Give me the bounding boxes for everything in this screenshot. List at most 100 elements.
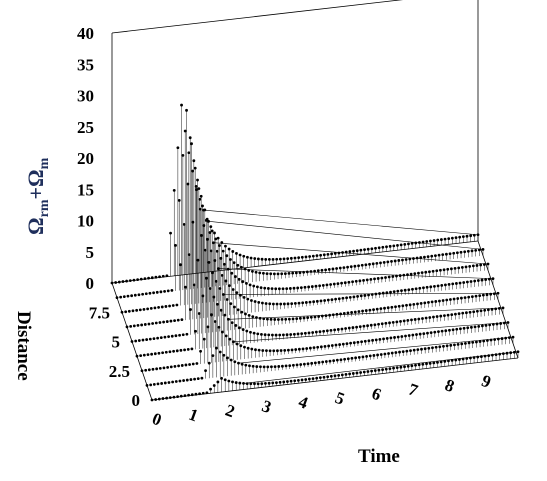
stem-marker: [320, 314, 324, 318]
stem-marker: [432, 361, 436, 365]
stem-marker: [429, 239, 432, 243]
stem-marker: [405, 349, 409, 353]
stem-marker: [223, 378, 227, 382]
stem-marker: [345, 342, 349, 346]
stem-marker: [388, 321, 391, 325]
stem-marker: [462, 326, 466, 330]
stem-marker: [120, 310, 124, 314]
z-tick-label: 5: [86, 243, 95, 262]
stem-marker: [465, 234, 469, 238]
stem-marker: [211, 354, 215, 357]
stem-marker: [463, 296, 467, 299]
stem-marker: [380, 322, 384, 326]
stem-marker: [484, 278, 488, 281]
stem-marker: [407, 288, 411, 292]
stem-marker: [262, 271, 265, 275]
stem-marker: [285, 333, 289, 337]
stem-marker: [414, 241, 418, 245]
stem-marker: [377, 246, 381, 250]
stem-marker: [136, 278, 140, 282]
stem-marker: [155, 290, 159, 294]
stem-marker: [271, 333, 274, 337]
stem-marker: [179, 263, 182, 267]
stem-marker: [397, 259, 401, 262]
y-tick-label: 0: [132, 391, 141, 410]
stem-marker: [480, 355, 483, 358]
stem-marker: [385, 245, 388, 249]
stem-marker: [324, 268, 328, 272]
x-tick-label: 3: [259, 396, 273, 417]
stem-marker: [469, 280, 473, 283]
stem-marker: [407, 334, 411, 337]
stem-marker: [314, 330, 318, 334]
stem-marker: [421, 362, 425, 366]
stem-marker: [175, 349, 179, 353]
stem-marker: [173, 319, 176, 322]
stem-marker: [507, 336, 511, 340]
series-guide: [238, 336, 514, 364]
stem-marker: [292, 332, 296, 336]
stem-marker: [485, 339, 489, 342]
stem-marker: [407, 242, 410, 246]
stem-marker: [390, 260, 393, 263]
stem-marker: [246, 255, 249, 259]
stem-marker: [428, 270, 431, 274]
stem-marker: [304, 301, 308, 304]
stem-marker: [309, 270, 313, 273]
stem-marker: [341, 296, 345, 300]
series-guide: [213, 242, 489, 265]
stem-marker: [195, 362, 199, 365]
stem-marker: [494, 307, 498, 311]
stem-marker: [475, 340, 478, 344]
stem-marker: [420, 271, 424, 275]
x-tick-label: 1: [186, 405, 200, 426]
stem-marker: [367, 293, 370, 297]
stem-marker: [201, 391, 205, 395]
stem-marker: [163, 289, 166, 293]
stem-marker: [496, 291, 500, 295]
stem-marker: [319, 345, 323, 349]
stem-marker: [180, 103, 183, 107]
stem-marker: [166, 289, 170, 293]
stem-marker: [267, 381, 271, 385]
stem-marker: [311, 331, 315, 334]
stem-marker: [476, 233, 480, 237]
stem-marker: [284, 317, 288, 321]
stem-marker: [117, 280, 121, 284]
stem-marker: [226, 267, 230, 271]
stem-marker: [439, 314, 443, 318]
stem-marker: [274, 287, 278, 291]
stem-marker: [483, 354, 487, 358]
stem-marker: [350, 356, 354, 360]
stem-marker: [266, 317, 269, 321]
stem-marker: [319, 299, 323, 303]
stem-marker: [358, 279, 362, 283]
stem-marker: [399, 365, 403, 369]
stem-marker: [301, 347, 305, 351]
stem-marker: [450, 236, 454, 240]
stem-marker: [477, 248, 481, 252]
stem-marker: [451, 328, 455, 332]
stem-marker: [417, 271, 420, 275]
stem-marker: [322, 253, 326, 257]
stem-marker: [361, 309, 364, 313]
stem-marker: [387, 275, 391, 279]
stem-marker: [486, 308, 490, 312]
stem-marker: [143, 277, 147, 281]
stem-marker: [257, 300, 261, 304]
stem-marker: [250, 299, 253, 302]
stem-marker: [155, 367, 159, 371]
stem-marker: [325, 329, 329, 333]
stem-marker: [371, 338, 374, 342]
stem-marker: [185, 332, 189, 336]
stem-marker: [458, 358, 461, 361]
stem-marker: [431, 346, 434, 350]
stem-marker: [243, 345, 246, 349]
stem-marker: [487, 354, 491, 358]
stem-marker: [385, 337, 389, 340]
z-label-plus: +: [23, 187, 48, 200]
stem-marker: [137, 293, 141, 297]
series-guide: [228, 307, 504, 320]
stem-marker: [264, 382, 267, 385]
stem-marker: [241, 280, 245, 283]
